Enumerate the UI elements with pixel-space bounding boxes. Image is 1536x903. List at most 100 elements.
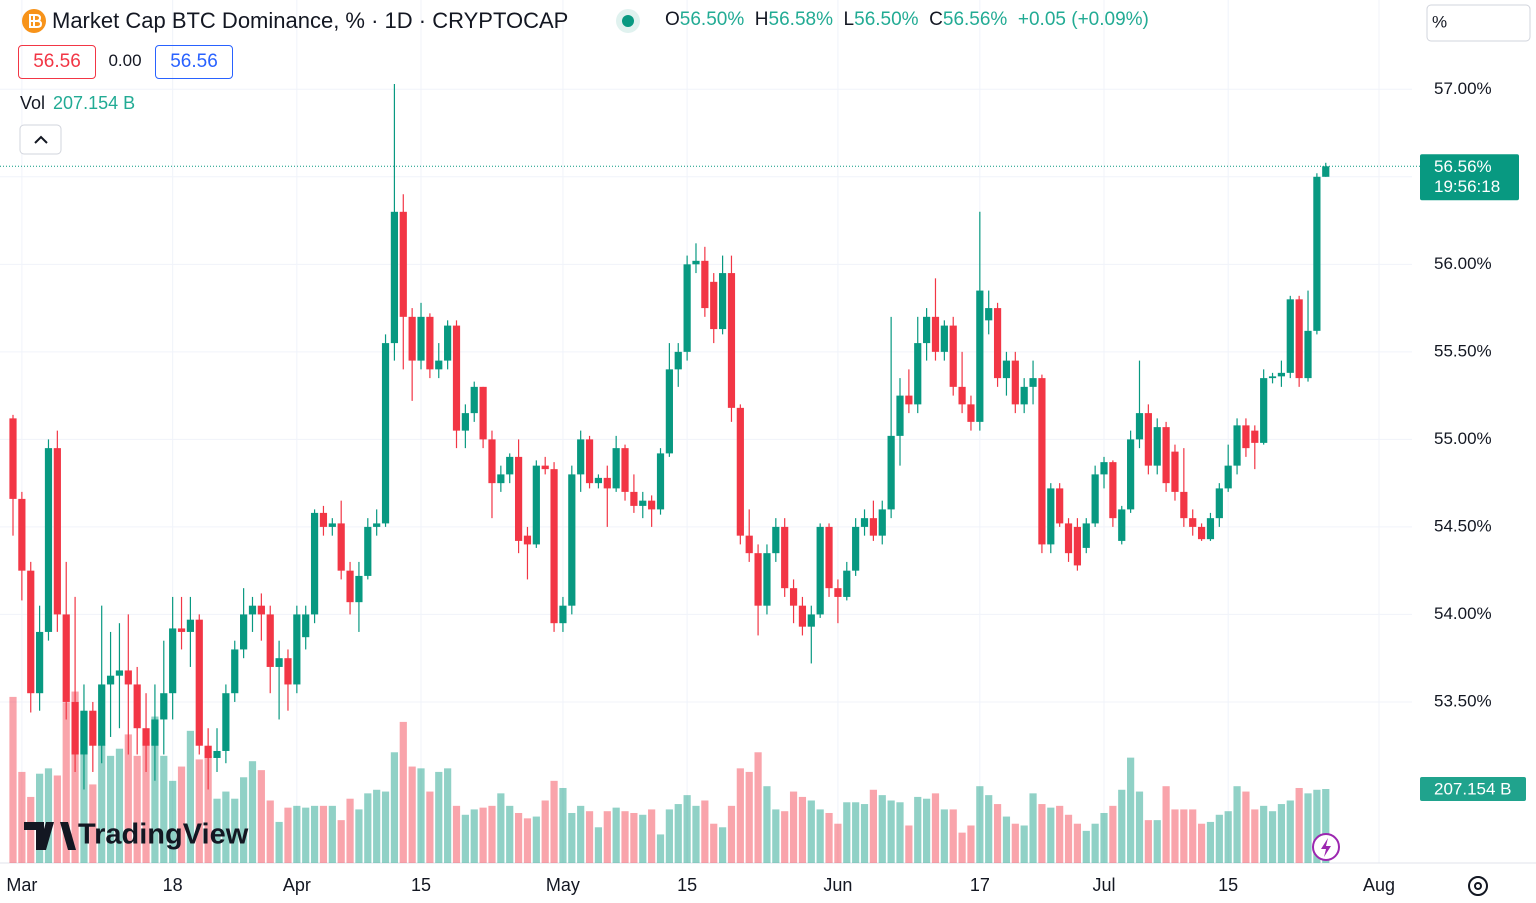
- volume-bar: [1020, 825, 1028, 863]
- volume-bar: [843, 802, 851, 863]
- sell-button[interactable]: 56.56: [18, 45, 96, 79]
- candle-body: [843, 570, 851, 597]
- candle-body: [488, 439, 496, 484]
- candle-body: [603, 477, 611, 489]
- volume-bar: [825, 812, 833, 863]
- candle-body: [568, 474, 576, 606]
- x-tick-label: 15: [677, 875, 697, 895]
- volume-bar: [532, 816, 540, 863]
- volume-bar: [27, 796, 35, 863]
- candle-body: [807, 614, 815, 627]
- volume-bar: [1082, 830, 1090, 863]
- volume-bar: [1251, 809, 1259, 863]
- volume-bar: [878, 795, 886, 863]
- volume-bar: [89, 784, 97, 863]
- volume-bar: [53, 775, 61, 863]
- candle-body: [346, 570, 354, 603]
- y-tick-label: 57.00%: [1434, 79, 1492, 98]
- candle-body: [772, 526, 780, 554]
- volume-bar: [683, 795, 691, 863]
- candle-body: [381, 343, 390, 524]
- y-tick-label: 55.50%: [1434, 341, 1492, 360]
- volume-bar: [1073, 823, 1081, 863]
- volume-bar: [1215, 814, 1223, 863]
- volume-bar: [337, 820, 345, 863]
- volume-bar: [931, 793, 940, 863]
- candle-body: [1153, 427, 1161, 466]
- volume-bar: [568, 812, 576, 863]
- volume-bar: [665, 809, 673, 863]
- candle-body: [186, 619, 194, 632]
- candle-body: [1268, 376, 1277, 379]
- candle-body: [248, 605, 257, 615]
- volume-bar: [949, 809, 957, 863]
- candle-body: [1189, 518, 1197, 527]
- volume-bar: [1242, 791, 1250, 863]
- last-volume-label: 207.154 B: [1434, 779, 1512, 798]
- volume-bar: [763, 786, 771, 863]
- volume-bar: [142, 741, 150, 863]
- candle-body: [665, 369, 673, 454]
- volume-bar: [240, 777, 248, 863]
- volume-bar: [577, 805, 585, 863]
- candle-body: [745, 535, 753, 554]
- candle-body: [1047, 488, 1055, 545]
- buy-button[interactable]: 56.56: [155, 45, 233, 79]
- candle-body: [435, 360, 443, 370]
- candle-body: [1295, 299, 1303, 379]
- volume-bar: [559, 787, 567, 863]
- volume-bar: [390, 752, 399, 863]
- volume-bar: [222, 791, 230, 863]
- candle-body: [213, 750, 221, 758]
- volume-bar: [1295, 787, 1303, 863]
- candle-body: [53, 448, 61, 615]
- volume-bar: [1056, 805, 1064, 863]
- volume-bar: [656, 834, 665, 863]
- volume-bar: [852, 802, 860, 863]
- volume-bar: [310, 805, 319, 863]
- volume-bar: [648, 809, 656, 863]
- volume-bar: [177, 766, 186, 863]
- last-price-label: 56.56%: [1434, 157, 1492, 176]
- o-label: O: [665, 9, 680, 30]
- volume-bar: [36, 773, 44, 863]
- x-tick-label: Jul: [1093, 875, 1116, 895]
- candle-body: [1304, 330, 1312, 379]
- volume-bar: [346, 798, 354, 863]
- volume-bar: [506, 805, 514, 863]
- volume-bar: [328, 805, 336, 863]
- volume-bar: [275, 821, 283, 863]
- volume-bar: [701, 800, 709, 863]
- volume-bar: [248, 761, 257, 863]
- volume-bar: [1011, 823, 1019, 863]
- volume-bar: [754, 752, 762, 863]
- candle-body: [106, 675, 115, 685]
- candle-body: [142, 728, 150, 746]
- x-tick-label: 15: [411, 875, 431, 895]
- last-volume-box: [1420, 777, 1526, 802]
- candle-body: [195, 619, 203, 746]
- x-tick-label: 17: [970, 875, 990, 895]
- candle-body: [444, 325, 452, 361]
- candle-body: [834, 588, 842, 597]
- candle-body: [408, 316, 416, 361]
- volume-bar: [1313, 789, 1321, 863]
- candle-body: [302, 614, 310, 638]
- volume-bar: [302, 807, 310, 863]
- symbol-title: Market Cap BTC Dominance, % · 1D · CRYPT…: [52, 8, 569, 33]
- volume-bar: [914, 796, 922, 863]
- c-value: 56.56%: [942, 9, 1008, 30]
- candle-body: [1286, 299, 1294, 373]
- volume-bar: [452, 805, 461, 863]
- y-tick-label: 54.00%: [1434, 604, 1492, 623]
- candle-body: [612, 448, 620, 489]
- candle-body: [177, 628, 186, 632]
- candle-body: [1082, 523, 1090, 548]
- volume-bar: [124, 734, 132, 863]
- volume-bar: [257, 770, 265, 863]
- candle-body: [550, 469, 558, 624]
- x-tick-label: 15: [1218, 875, 1238, 895]
- volume-bar: [585, 811, 594, 863]
- volume-bar: [186, 730, 194, 863]
- candle-body: [1215, 488, 1223, 519]
